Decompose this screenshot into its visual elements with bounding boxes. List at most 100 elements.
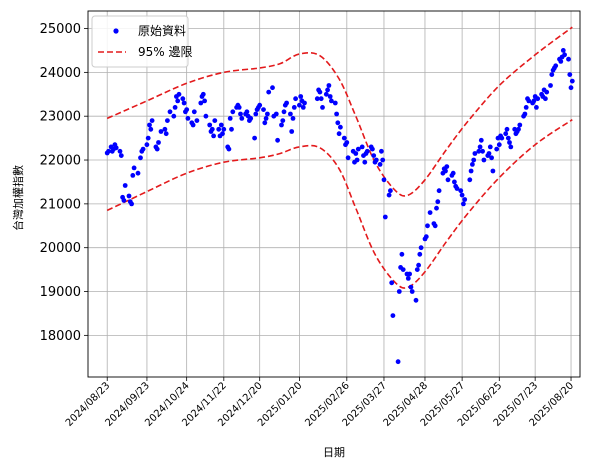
data-point xyxy=(399,251,405,257)
data-point xyxy=(476,148,482,154)
data-point xyxy=(481,157,487,163)
data-point xyxy=(218,122,224,128)
data-point xyxy=(544,89,550,95)
data-point xyxy=(281,109,287,115)
data-point xyxy=(359,144,365,150)
data-point xyxy=(390,313,396,318)
data-point xyxy=(238,111,243,117)
data-point xyxy=(288,111,293,117)
data-point xyxy=(326,83,332,88)
y-tick-label: 20000 xyxy=(40,241,81,256)
data-point xyxy=(434,205,439,211)
y-tick-label: 19000 xyxy=(40,285,81,300)
data-point xyxy=(289,129,295,134)
data-point xyxy=(185,116,191,121)
data-point xyxy=(462,197,468,202)
y-tick-label: 24000 xyxy=(40,66,81,81)
data-point xyxy=(432,223,438,229)
data-point xyxy=(181,100,187,106)
data-point xyxy=(167,109,173,115)
data-point xyxy=(145,135,151,141)
data-point xyxy=(221,126,227,132)
data-point xyxy=(558,59,564,64)
data-point xyxy=(327,94,333,99)
data-point xyxy=(172,105,178,110)
data-point xyxy=(230,109,236,115)
data-point xyxy=(400,267,406,272)
data-point xyxy=(436,188,442,194)
data-point xyxy=(531,98,537,104)
plot-frame xyxy=(87,10,581,378)
data-point xyxy=(270,85,275,91)
data-point xyxy=(131,165,137,171)
data-point xyxy=(149,118,155,123)
data-point xyxy=(158,129,164,134)
data-point xyxy=(523,105,529,110)
data-point xyxy=(248,116,254,121)
data-point xyxy=(266,89,272,95)
data-point xyxy=(472,151,478,156)
data-point xyxy=(458,188,464,194)
data-point xyxy=(548,83,553,88)
data-point xyxy=(244,109,250,115)
data-point xyxy=(190,122,196,128)
data-point xyxy=(261,107,266,112)
data-point xyxy=(297,102,302,108)
data-point xyxy=(516,126,521,132)
data-point xyxy=(507,140,512,145)
data-point xyxy=(526,98,532,104)
data-point xyxy=(560,48,566,53)
data-point xyxy=(226,146,232,152)
data-point xyxy=(370,146,375,152)
data-points xyxy=(104,48,575,365)
y-tick-label: 22000 xyxy=(40,154,81,169)
data-point xyxy=(494,146,500,152)
data-point xyxy=(409,289,415,294)
data-point xyxy=(263,116,269,121)
x-axis-label: 日期 xyxy=(323,446,345,459)
data-point xyxy=(517,122,523,128)
data-point xyxy=(334,111,339,117)
data-point xyxy=(388,188,393,194)
data-point xyxy=(389,280,395,286)
data-point xyxy=(486,151,492,156)
data-point xyxy=(568,85,574,91)
data-point xyxy=(505,135,511,141)
data-point xyxy=(318,96,324,102)
data-point xyxy=(202,98,208,104)
data-point xyxy=(165,118,170,123)
y-tick-label: 21000 xyxy=(40,197,81,212)
data-point xyxy=(236,105,242,110)
data-point xyxy=(382,214,388,220)
data-point xyxy=(257,102,263,108)
data-point xyxy=(203,113,209,119)
legend-label-margin: 95% 邊限 xyxy=(138,45,193,59)
data-point xyxy=(416,262,421,268)
data-point xyxy=(489,155,494,161)
data-point xyxy=(122,183,128,188)
data-point xyxy=(291,105,297,110)
data-point xyxy=(252,135,257,141)
y-tick-label: 25000 xyxy=(40,22,81,37)
data-point xyxy=(386,192,392,198)
data-point xyxy=(508,144,514,150)
data-point xyxy=(156,140,161,145)
data-point xyxy=(407,271,412,277)
data-point xyxy=(216,126,222,132)
data-point xyxy=(445,177,451,183)
data-point xyxy=(423,234,429,240)
data-point xyxy=(138,155,143,161)
data-point xyxy=(129,201,135,207)
data-point xyxy=(140,146,146,152)
legend: 原始資料 95% 邊限 xyxy=(91,15,193,68)
data-point xyxy=(478,137,484,143)
legend-label-raw-data: 原始資料 xyxy=(138,24,186,38)
data-point xyxy=(425,223,430,229)
data-point xyxy=(144,142,150,148)
data-point xyxy=(332,100,338,106)
data-point xyxy=(176,91,182,97)
data-point xyxy=(329,98,334,104)
data-point xyxy=(345,155,351,161)
data-point xyxy=(336,131,342,137)
data-point xyxy=(535,96,541,102)
